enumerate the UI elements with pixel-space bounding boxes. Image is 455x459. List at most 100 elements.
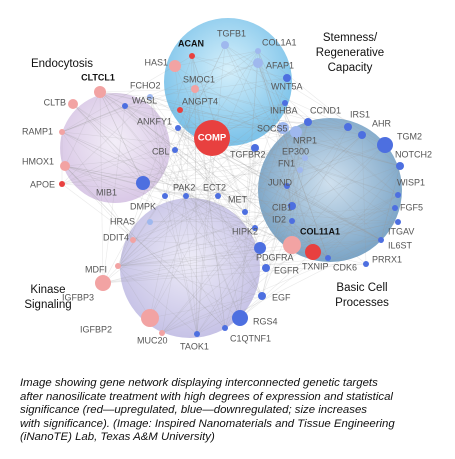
edge (191, 55, 226, 329)
gene-label: DDIT4 (103, 232, 129, 242)
edge (149, 96, 261, 249)
edge (259, 131, 297, 249)
edge (132, 239, 261, 249)
edge (117, 55, 193, 267)
edge (124, 105, 263, 297)
gene-node (395, 192, 401, 198)
edge (117, 205, 293, 267)
edge (149, 50, 259, 319)
edge (149, 96, 241, 319)
gene-label: CBL (152, 146, 170, 156)
edge (64, 165, 261, 249)
edge (64, 165, 226, 329)
gene-node (392, 205, 398, 211)
caption-line: with significance). (Image: Inspired Nan… (20, 417, 395, 430)
edge (117, 165, 401, 267)
edge (291, 144, 386, 246)
gene-label: ANKFY1 (137, 116, 172, 126)
edge (254, 134, 363, 229)
gene-node (141, 309, 159, 327)
gene-label: HMOX1 (22, 156, 54, 166)
edge (286, 185, 382, 241)
gene-label: C1QTNF1 (230, 333, 271, 343)
edge (64, 165, 293, 207)
edge (99, 91, 263, 297)
gene-node (189, 53, 195, 59)
gene-node (255, 48, 261, 54)
edge (132, 195, 219, 241)
group-label: Kinase (30, 284, 65, 296)
gene-node (325, 255, 331, 261)
edge (72, 103, 144, 184)
gene-node (254, 242, 266, 254)
edge (177, 127, 198, 335)
edge (244, 77, 288, 213)
gene-node (147, 94, 153, 100)
edge (174, 65, 181, 111)
gene-node (289, 218, 295, 224)
edge (161, 157, 306, 334)
edge (117, 220, 293, 267)
gene-label: PAK2 (173, 182, 195, 192)
edge (177, 127, 263, 297)
edge (72, 103, 256, 229)
gene-label: HRAS (110, 216, 135, 226)
gene-node (395, 219, 401, 225)
cluster-kinase (120, 198, 260, 338)
gene-label: CLTB (44, 97, 66, 107)
edge (224, 44, 288, 187)
edge (117, 207, 396, 267)
edge (254, 134, 363, 229)
edge (259, 126, 349, 249)
edge (161, 239, 382, 334)
edge (196, 247, 261, 335)
edge (244, 131, 297, 213)
gene-node (304, 118, 312, 126)
edge (132, 227, 256, 241)
edge (124, 105, 246, 213)
gene-node (169, 60, 181, 72)
edge (64, 165, 293, 222)
gene-label: DMPK (130, 201, 156, 211)
edge (257, 62, 329, 259)
edge (142, 182, 226, 329)
gene-node (194, 120, 230, 156)
edge (224, 44, 386, 146)
gene-label: HIPK2 (232, 226, 258, 236)
gene-label: COL11A1 (300, 226, 340, 236)
gene-label: JUND (268, 177, 292, 187)
cluster-basic-cell (258, 118, 402, 262)
edge (164, 88, 196, 197)
gene-label: MDFI (85, 264, 107, 274)
edge (196, 169, 301, 335)
edge (191, 55, 288, 79)
edge (312, 207, 396, 253)
edge (102, 257, 329, 284)
edge (161, 195, 187, 334)
gene-label: SMOC1 (183, 74, 215, 84)
edge (291, 221, 399, 246)
edge (61, 96, 151, 185)
gene-node (378, 237, 384, 243)
gene-label: NRP1 (293, 135, 317, 145)
network-diagram: CLTCL1 FCHO2 CLTB WASL RAMP1 ANKFY1 CBL HMOX1 AP… (22, 18, 432, 351)
gene-node (191, 85, 199, 93)
edge (124, 105, 246, 213)
gene-label: INHBA (270, 105, 298, 115)
edge (61, 157, 306, 185)
edge (380, 165, 401, 241)
gene-node (396, 162, 404, 170)
edge (254, 221, 399, 229)
gene-label: ACAN (178, 38, 204, 48)
gene-node (344, 123, 352, 131)
edge (99, 91, 297, 133)
edge (61, 127, 179, 185)
edge (194, 88, 198, 335)
gene-node (172, 147, 178, 153)
edge (291, 157, 306, 246)
edge (149, 96, 401, 167)
gene-label: IGFBP3 (62, 292, 94, 302)
edge (99, 91, 144, 184)
edge (149, 207, 396, 223)
